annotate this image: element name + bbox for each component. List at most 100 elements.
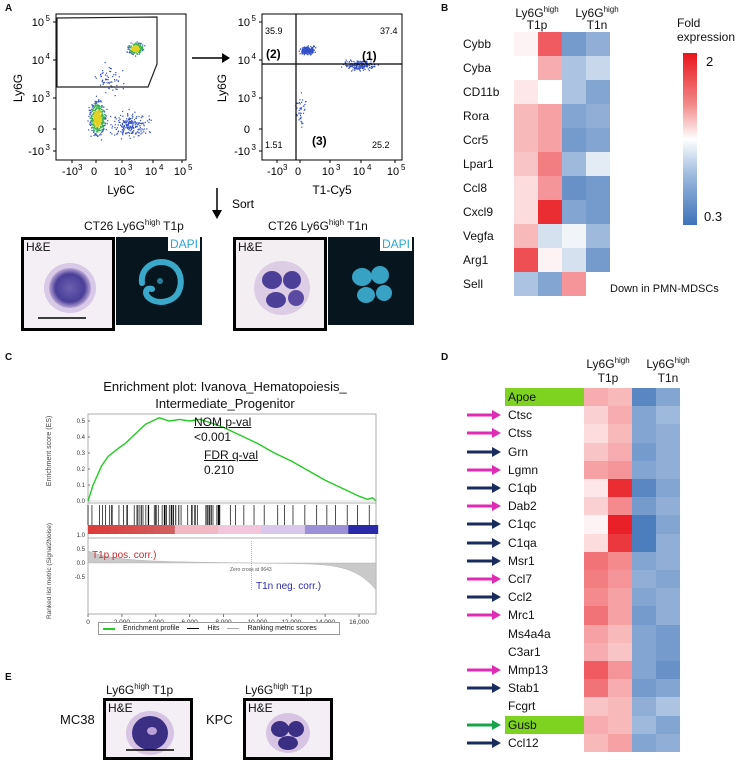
heatmap-d-cell — [584, 661, 608, 680]
event-dot — [304, 53, 306, 55]
fdr-value: 0.210 — [204, 463, 235, 477]
y-tick-label: 0 — [38, 124, 44, 136]
heatmap-d-cell — [608, 551, 632, 571]
event-dot — [100, 134, 102, 136]
event-dot — [353, 64, 355, 67]
event-dot — [114, 126, 116, 129]
event-dot — [104, 124, 106, 126]
gene-arrow-icon — [467, 592, 501, 603]
heatmap-d-cell — [608, 406, 632, 425]
event-dot — [137, 44, 139, 46]
event-dot — [354, 62, 356, 64]
cell-he-graphic — [254, 261, 310, 315]
event-dot — [135, 122, 137, 124]
rank-color-segment — [333, 525, 343, 534]
event-dot — [101, 118, 103, 120]
y-tick-label: 10 — [238, 55, 250, 67]
event-dot — [128, 117, 130, 119]
heatmap-d-cell — [632, 588, 656, 607]
event-dot — [310, 49, 312, 51]
event-dot — [96, 125, 98, 127]
event-dot — [99, 111, 102, 113]
event-dot — [312, 49, 314, 51]
event-dot — [348, 67, 350, 69]
event-dot — [148, 115, 150, 117]
event-dot — [90, 111, 92, 113]
rank-color-segment — [362, 525, 371, 534]
event-dot — [311, 47, 313, 49]
event-dot — [307, 51, 310, 53]
event-dot — [359, 66, 361, 68]
heatmap-b-cell — [586, 32, 610, 56]
event-dot — [114, 116, 116, 118]
x-axis-label: Ly6C — [107, 183, 135, 197]
event-dot — [351, 61, 353, 63]
heatmap-b-cell — [562, 200, 586, 224]
event-dot — [299, 99, 301, 101]
event-dot — [99, 112, 101, 114]
heatmap-b-cell — [586, 80, 610, 104]
event-dot — [359, 65, 361, 67]
heatmap-b-cell — [538, 104, 562, 128]
heatmap-d-cell — [584, 442, 608, 462]
event-dot — [103, 82, 105, 84]
event-dot — [123, 129, 125, 131]
event-dot — [300, 108, 302, 111]
heatmap-d-row-label: C3ar1 — [508, 644, 541, 659]
event-dot — [140, 130, 142, 132]
event-dot — [120, 124, 122, 126]
event-dot — [93, 119, 95, 121]
event-dot — [115, 74, 117, 76]
event-dot — [359, 70, 361, 72]
event-dot — [122, 88, 124, 90]
y-tick-label: 10 — [32, 93, 44, 105]
event-dot — [138, 122, 140, 124]
event-dot — [133, 44, 136, 46]
event-dot — [146, 128, 148, 130]
heatmap-b-cell — [538, 272, 562, 296]
event-dot — [377, 64, 379, 66]
event-dot — [96, 135, 99, 137]
heatmap-d-cell — [608, 642, 632, 662]
x-tick-label: 0 — [295, 166, 301, 178]
event-dot — [143, 131, 145, 133]
heatmap-d-cell — [584, 606, 608, 626]
event-dot — [95, 134, 97, 136]
event-dot — [101, 121, 103, 124]
heatmap-d-row-label: C1qb — [508, 481, 537, 495]
event-dot — [96, 100, 98, 103]
event-dot — [92, 124, 95, 126]
event-dot — [143, 123, 145, 125]
event-dot — [364, 68, 366, 71]
event-dot — [361, 67, 363, 69]
event-dot — [361, 66, 363, 68]
heatmap-d-row-label: Lgmn — [508, 462, 539, 477]
event-dot — [142, 46, 144, 48]
heatmap-d-row-label: Ccl2 — [508, 590, 533, 605]
event-dot — [112, 75, 114, 78]
event-dot — [93, 125, 95, 127]
event-dot — [121, 132, 123, 134]
y-tick-label: 10 — [32, 55, 44, 67]
event-dot — [99, 121, 101, 123]
event-dot — [305, 47, 307, 49]
event-dot — [365, 61, 367, 63]
event-dot — [118, 130, 120, 132]
event-dot — [301, 53, 303, 55]
event-dot — [135, 49, 137, 51]
heatmap-b-cell — [586, 248, 610, 272]
event-dot — [137, 123, 139, 125]
x-tick-exp: 4 — [367, 163, 372, 172]
heatmap-d-cell — [656, 642, 680, 662]
rank-color-segment — [290, 525, 299, 534]
event-dot — [130, 122, 132, 124]
panel-label-a: A — [5, 3, 13, 14]
event-dot — [135, 133, 137, 135]
event-dot — [366, 60, 368, 62]
event-dot — [97, 111, 99, 113]
event-dot — [95, 107, 97, 110]
x-tick-label: 10 — [353, 166, 365, 178]
event-dot — [141, 50, 144, 52]
event-dot — [101, 114, 103, 116]
event-dot — [94, 100, 96, 102]
